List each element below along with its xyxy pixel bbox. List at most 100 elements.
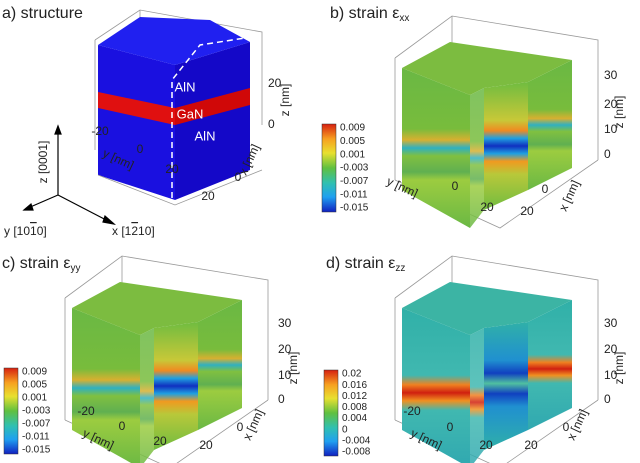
face [402, 308, 470, 463]
panel-title: c) strain εyy [2, 255, 80, 273]
colorbar-label: 0.004 [342, 413, 367, 424]
title-text: c) strain ε [2, 255, 70, 272]
coordinate-system [22, 124, 116, 225]
direction-part: 2 [131, 224, 138, 238]
face [484, 82, 528, 210]
z-tick-label: 20 [268, 76, 282, 90]
colorbar [321, 123, 337, 213]
z-tick-label: 30 [604, 316, 618, 330]
x-tick-label: 0 [235, 170, 242, 184]
x-axis-label: x [nm] [556, 178, 582, 214]
y-tick-label: 20 [153, 434, 167, 448]
strain-volume [394, 15, 599, 229]
colorbar-label: 0.012 [342, 391, 367, 402]
z-tick-label: 20 [604, 342, 618, 356]
y-tick-label: 0 [452, 179, 459, 193]
strain-volume [394, 255, 599, 463]
colorbar-label: -0.015 [22, 445, 51, 456]
face [402, 282, 572, 335]
colorbar-label: 0.005 [340, 136, 365, 147]
y-tick-label: 0 [447, 420, 454, 434]
colorbar-label: 0.005 [22, 380, 47, 391]
y-tick-label: 0 [119, 419, 126, 433]
title-subscript: xx [399, 13, 409, 24]
x-tick-label: 0 [542, 182, 549, 196]
face [140, 328, 154, 463]
z-tick-label: 10 [278, 368, 292, 382]
z-tick-label: 10 [604, 368, 618, 382]
wireframe [394, 15, 599, 160]
colorbar [3, 367, 19, 455]
colorbar-label: -0.007 [22, 419, 51, 430]
axis-direction: z [0001] [36, 141, 50, 184]
face [198, 300, 242, 430]
panel-title: d) strain εzz [326, 255, 405, 273]
title-text: d) strain ε [326, 255, 395, 272]
title-subscript: zz [395, 263, 405, 274]
face [470, 88, 484, 228]
x-tick-label: 20 [524, 438, 538, 452]
z-axis-label: z [nm] [612, 96, 626, 129]
colorbar-label: -0.007 [340, 176, 369, 187]
axis-direction: x [1210] [112, 224, 155, 238]
x-tick-label: 0 [237, 420, 244, 434]
z-tick-label: 20 [278, 342, 292, 356]
y-tick-label: 20 [480, 200, 494, 214]
face [528, 60, 572, 190]
title-subscript: yy [70, 263, 80, 274]
direction-part: 1 [30, 224, 37, 238]
panel-title: b) strain εxx [330, 5, 409, 23]
colorbar-label: 0.009 [340, 123, 365, 134]
y-tick-label: -20 [91, 124, 109, 138]
z-axis-label: z [nm] [286, 352, 300, 385]
colorbar-label: 0.02 [342, 369, 362, 380]
direction-part: x [1 [112, 224, 132, 238]
colorbar-label: 0.016 [342, 380, 367, 391]
title-text: b) strain ε [330, 5, 399, 22]
z-tick-label: 30 [604, 68, 618, 82]
colorbar-label: -0.015 [340, 203, 369, 214]
face [402, 42, 572, 95]
colorbar-label: 0.009 [22, 367, 47, 378]
layer-label: GaN [177, 106, 204, 121]
strain-volume [64, 255, 269, 463]
face [470, 328, 484, 463]
x-tick-label: 0 [563, 420, 570, 434]
y-tick-label: 20 [479, 438, 493, 452]
z-tick-label: 0 [278, 392, 285, 406]
colorbar-label: 0.001 [22, 393, 47, 404]
layer-label: AlN [195, 128, 216, 143]
x-tick-label: 20 [201, 189, 215, 203]
z-axis-label: z [nm] [278, 84, 292, 117]
face [72, 282, 242, 335]
colorbar-label: -0.011 [340, 189, 368, 200]
x-axis-label: x [nm] [240, 407, 266, 443]
axis-direction: y [1010] [4, 224, 47, 238]
face [402, 68, 470, 228]
x-tick-label: 20 [520, 204, 534, 218]
colorbar-label: -0.003 [340, 163, 369, 174]
z-tick-label: 10 [604, 122, 618, 136]
z-tick-label: 0 [604, 147, 611, 161]
colorbar-label: -0.003 [22, 406, 51, 417]
y-tick-label: 20 [165, 162, 179, 176]
direction-part: y [10 [4, 224, 30, 238]
wireframe [394, 255, 599, 400]
z-tick-label: 20 [604, 97, 618, 111]
colorbar-label: 0.008 [342, 402, 367, 413]
z-tick-label: 0 [268, 117, 275, 131]
y-tick-label: 0 [137, 142, 144, 156]
wireframe [64, 255, 269, 400]
face [72, 308, 140, 463]
colorbar-label: -0.011 [22, 432, 50, 443]
face [154, 322, 198, 450]
face [528, 300, 572, 430]
y-tick-label: -20 [403, 404, 421, 418]
colorbar-label: -0.004 [342, 435, 371, 446]
z-axis-label: z [nm] [612, 352, 626, 385]
colorbar-label: -0.008 [342, 447, 371, 458]
colorbar [323, 369, 339, 457]
panel-title: a) structure [2, 5, 83, 22]
z-tick-label: 0 [604, 392, 611, 406]
direction-part: 10] [138, 224, 155, 238]
